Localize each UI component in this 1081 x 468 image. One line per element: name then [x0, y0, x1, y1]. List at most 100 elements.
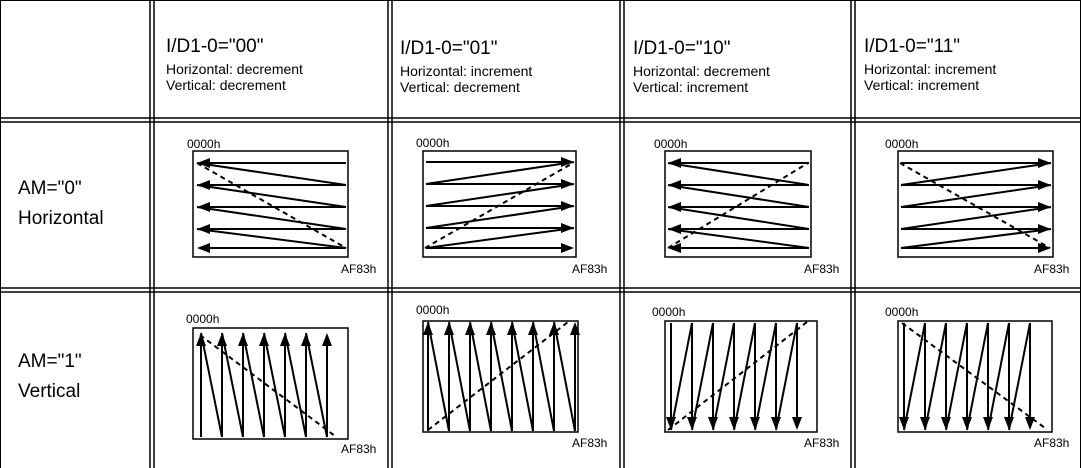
return-line — [667, 206, 810, 230]
frame — [192, 150, 349, 258]
return-line — [448, 321, 471, 432]
return-line — [900, 228, 1052, 249]
diagonal-dashed-line — [196, 162, 347, 249]
return-line — [196, 184, 347, 208]
end-address-label: AF83h — [341, 262, 377, 276]
row-label-line2: Horizontal — [18, 208, 104, 229]
start-address-label: 0000h — [416, 303, 450, 317]
return-line — [490, 321, 513, 432]
header-vertical-mode: Vertical: decrement — [400, 79, 520, 95]
diagonal-dashed-line — [424, 162, 574, 249]
return-line — [691, 322, 714, 431]
return-line — [712, 322, 735, 431]
scan-arrows — [196, 158, 347, 253]
return-line — [903, 322, 926, 431]
start-address-label: 0000h — [416, 136, 450, 150]
scan-arrows — [666, 322, 802, 431]
return-line — [900, 206, 1052, 230]
return-line — [196, 228, 347, 249]
row-label-line1: AM="0" — [18, 178, 82, 199]
arrowhead — [197, 243, 210, 253]
return-line — [900, 162, 1052, 186]
start-address-label: 0000h — [885, 305, 919, 319]
diagonal-dashed-line — [199, 334, 336, 437]
return-line — [284, 332, 307, 438]
start-address-label: 0000h — [654, 137, 688, 151]
diagonal-dashed-line — [667, 321, 808, 431]
header-col-10: I/D1-0="10" Horizontal: decrement Vertic… — [633, 38, 770, 95]
end-address-label: AF83h — [804, 436, 840, 450]
return-line — [425, 205, 575, 229]
diagonal-dashed-line — [899, 162, 1051, 249]
arrowhead — [792, 417, 802, 430]
header-col-11: I/D1-0="11" Horizontal: increment Vertic… — [864, 36, 996, 93]
row-label-am0: AM="0" Horizontal — [18, 174, 104, 234]
arrowhead — [668, 243, 681, 253]
return-line — [987, 322, 1010, 431]
return-line — [532, 321, 555, 432]
return-line — [242, 332, 265, 438]
header-vertical-mode: Vertical: increment — [633, 79, 749, 95]
return-line — [900, 184, 1052, 208]
end-address-label: AF83h — [572, 436, 608, 450]
header-col-01: I/D1-0="01" Horizontal: increment Vertic… — [400, 38, 532, 95]
header-vertical-mode: Vertical: increment — [864, 77, 980, 93]
return-line — [733, 322, 756, 431]
end-address-label: AF83h — [1034, 436, 1070, 450]
start-address-label: 0000h — [187, 137, 221, 151]
header-horizontal-mode: Horizontal: increment — [400, 63, 533, 79]
arrowhead — [1025, 417, 1035, 430]
return-line — [305, 332, 328, 438]
header-code: I/D1-0="01" — [400, 38, 498, 59]
start-address-label: 0000h — [652, 305, 686, 319]
frame — [664, 150, 812, 258]
header-code: I/D1-0="10" — [633, 38, 731, 59]
scan-arrows — [196, 332, 332, 438]
header-code: I/D1-0="00" — [166, 36, 264, 57]
return-line — [966, 322, 989, 431]
return-line — [667, 184, 810, 208]
return-line — [667, 162, 810, 186]
diagonal-dashed-line — [901, 322, 1046, 429]
frame — [664, 320, 818, 433]
return-line — [196, 162, 347, 186]
end-address-label: AF83h — [341, 442, 377, 456]
diagonal-dashed-line — [427, 321, 569, 431]
end-address-label: AF83h — [804, 262, 840, 276]
header-horizontal-mode: Horizontal: decrement — [633, 63, 770, 79]
frame — [897, 150, 1054, 258]
header-col-00: I/D1-0="00" Horizontal: decrement Vertic… — [166, 36, 303, 93]
header-horizontal-mode: Horizontal: increment — [864, 61, 997, 77]
frame — [192, 327, 349, 440]
frame — [422, 150, 577, 258]
arrowhead — [322, 333, 332, 346]
return-line — [200, 332, 223, 438]
return-line — [263, 332, 286, 438]
scan-arrows — [900, 158, 1052, 253]
diagonal-dashed-line — [667, 162, 809, 249]
return-line — [754, 322, 777, 431]
return-line — [511, 321, 534, 432]
start-address-label: 0000h — [186, 312, 220, 326]
arrowhead — [570, 322, 580, 335]
header-horizontal-mode: Horizontal: decrement — [166, 61, 303, 77]
return-line — [1008, 322, 1031, 431]
return-line — [196, 206, 347, 230]
return-line — [924, 322, 947, 431]
end-address-label: AF83h — [1034, 262, 1070, 276]
return-line — [221, 332, 244, 438]
return-line — [553, 321, 576, 432]
scan-arrows — [667, 158, 810, 253]
arrowhead — [561, 243, 574, 253]
scan-arrows — [423, 321, 580, 432]
row-label-line2: Vertical — [18, 381, 81, 402]
